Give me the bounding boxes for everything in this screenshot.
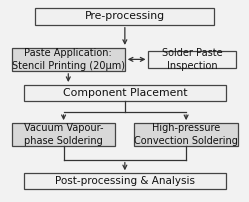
Text: Vacuum Vapour-
phase Soldering: Vacuum Vapour- phase Soldering [24, 123, 103, 146]
FancyBboxPatch shape [23, 85, 226, 101]
FancyBboxPatch shape [12, 123, 116, 146]
FancyBboxPatch shape [35, 8, 214, 25]
Text: High-pressure
Convection Soldering: High-pressure Convection Soldering [134, 123, 238, 146]
FancyBboxPatch shape [148, 51, 236, 68]
FancyBboxPatch shape [134, 123, 238, 146]
Text: Component Placement: Component Placement [62, 88, 187, 98]
FancyBboxPatch shape [12, 48, 125, 71]
FancyBboxPatch shape [23, 173, 226, 189]
Text: Post-processing & Analysis: Post-processing & Analysis [55, 176, 195, 186]
Text: Paste Application:
Stencil Printing (20μm): Paste Application: Stencil Printing (20μ… [12, 48, 125, 71]
Text: Solder Paste
Inspection: Solder Paste Inspection [162, 48, 222, 71]
Text: Pre-processing: Pre-processing [85, 11, 165, 21]
